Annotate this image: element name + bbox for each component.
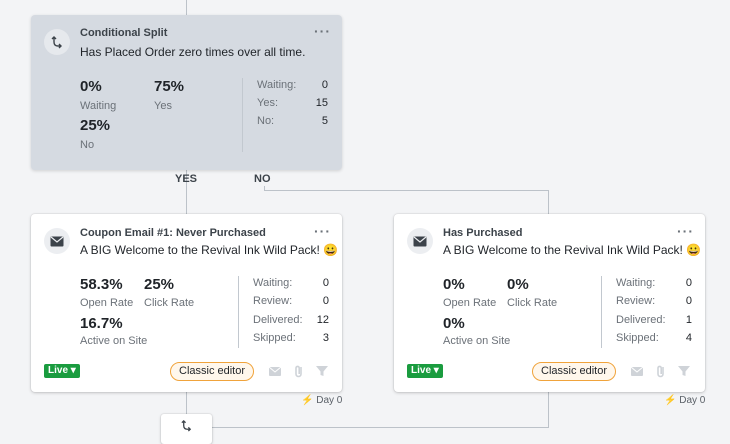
- delay-label-right: ⚡ Day 0: [664, 395, 705, 406]
- count-review: 0: [322, 295, 329, 307]
- split-waiting-label: Waiting: [80, 100, 117, 112]
- open-rate-label: Open Rate: [443, 297, 497, 309]
- count-review: 0: [685, 295, 692, 307]
- open-rate-value: 58.3%: [80, 276, 123, 293]
- email-icon: [44, 228, 70, 254]
- lightning-icon: ⚡: [301, 395, 314, 406]
- count-label-delivered: Delivered:: [253, 314, 303, 326]
- connector-merge: [212, 427, 549, 428]
- count-label-review: Review:: [253, 295, 293, 307]
- site-rate-value: 0%: [443, 315, 465, 332]
- count-label-waiting: Waiting:: [616, 277, 656, 289]
- split-count-no: 5: [321, 115, 328, 127]
- classic-editor-button[interactable]: Classic editor: [532, 362, 617, 381]
- split-description: Has Placed Order zero times over all tim…: [80, 45, 306, 59]
- split-icon: [44, 29, 70, 55]
- connector-no-down: [548, 190, 549, 215]
- connector-no-horizontal: [264, 190, 549, 191]
- connector-no-vertical: [264, 186, 265, 190]
- delay-text: Day 0: [316, 395, 343, 406]
- count-label-skipped: Skipped:: [616, 332, 659, 344]
- conditional-split-card[interactable]: Conditional Split Has Placed Order zero …: [31, 15, 342, 170]
- attachment-icon[interactable]: [654, 364, 668, 378]
- split-yes-percent: 75%: [154, 78, 185, 95]
- split-count-yes: 15: [315, 97, 328, 109]
- count-waiting: 0: [685, 277, 692, 289]
- email-title: Has Purchased: [443, 227, 523, 239]
- split-icon: [181, 419, 192, 432]
- email-title: Coupon Email #1: Never Purchased: [80, 227, 266, 239]
- attachment-icon[interactable]: [292, 364, 306, 378]
- filter-icon[interactable]: [677, 364, 691, 378]
- site-rate-label: Active on Site: [80, 335, 148, 347]
- email-subject: A BIG Welcome to the Revival Ink Wild Pa…: [80, 243, 339, 257]
- email-more-menu-icon[interactable]: ···: [314, 223, 331, 239]
- click-rate-value: 25%: [144, 276, 175, 293]
- connector-right-bottom: [548, 392, 549, 427]
- click-rate-label: Click Rate: [144, 297, 195, 309]
- email-divider: [238, 276, 239, 348]
- count-skipped: 3: [322, 332, 329, 344]
- branch-no-label: NO: [254, 173, 271, 185]
- filter-icon[interactable]: [315, 364, 329, 378]
- email-icon: [407, 228, 433, 254]
- split-divider: [242, 78, 243, 152]
- email-divider: [601, 276, 602, 348]
- count-label-skipped: Skipped:: [253, 332, 296, 344]
- split-count-waiting: 0: [321, 79, 328, 91]
- branch-yes-label: YES: [175, 173, 198, 185]
- site-rate-label: Active on Site: [443, 335, 511, 347]
- count-delivered: 12: [316, 314, 329, 326]
- split-count-label-yes: Yes:: [257, 97, 279, 109]
- split-no-percent: 25%: [80, 117, 111, 134]
- live-status-dropdown[interactable]: Live ▾: [407, 364, 443, 378]
- email-subject: A BIG Welcome to the Revival Ink Wild Pa…: [443, 243, 702, 257]
- delay-label-left: ⚡ Day 0: [301, 395, 342, 406]
- split-count-label-waiting: Waiting:: [257, 79, 297, 91]
- split-more-menu-icon[interactable]: ···: [314, 23, 331, 39]
- site-rate-value: 16.7%: [80, 315, 123, 332]
- open-rate-value: 0%: [443, 276, 465, 293]
- delay-text: Day 0: [679, 395, 706, 406]
- preview-email-icon[interactable]: [630, 364, 644, 378]
- count-delivered: 1: [685, 314, 692, 326]
- classic-editor-button[interactable]: Classic editor: [170, 362, 255, 381]
- connector-left-bottom: [186, 392, 187, 414]
- split-yes-label: Yes: [154, 100, 172, 112]
- connector-top: [186, 0, 187, 15]
- count-label-waiting: Waiting:: [253, 277, 293, 289]
- split-count-label-no: No:: [257, 115, 275, 127]
- lightning-icon: ⚡: [664, 395, 677, 406]
- split-waiting-percent: 0%: [80, 78, 102, 95]
- count-label-delivered: Delivered:: [616, 314, 666, 326]
- count-label-review: Review:: [616, 295, 656, 307]
- next-split-node[interactable]: [161, 414, 212, 444]
- count-skipped: 4: [685, 332, 692, 344]
- email-card-coupon[interactable]: Coupon Email #1: Never Purchased A BIG W…: [31, 214, 342, 392]
- split-title: Conditional Split: [80, 27, 168, 39]
- click-rate-label: Click Rate: [507, 297, 558, 309]
- split-no-label: No: [80, 139, 95, 151]
- count-waiting: 0: [322, 277, 329, 289]
- click-rate-value: 0%: [507, 276, 529, 293]
- email-more-menu-icon[interactable]: ···: [677, 223, 694, 239]
- preview-email-icon[interactable]: [268, 364, 282, 378]
- open-rate-label: Open Rate: [80, 297, 134, 309]
- live-status-dropdown[interactable]: Live ▾: [44, 364, 80, 378]
- connector-yes: [186, 170, 187, 215]
- email-card-has-purchased[interactable]: Has Purchased A BIG Welcome to the Reviv…: [394, 214, 705, 392]
